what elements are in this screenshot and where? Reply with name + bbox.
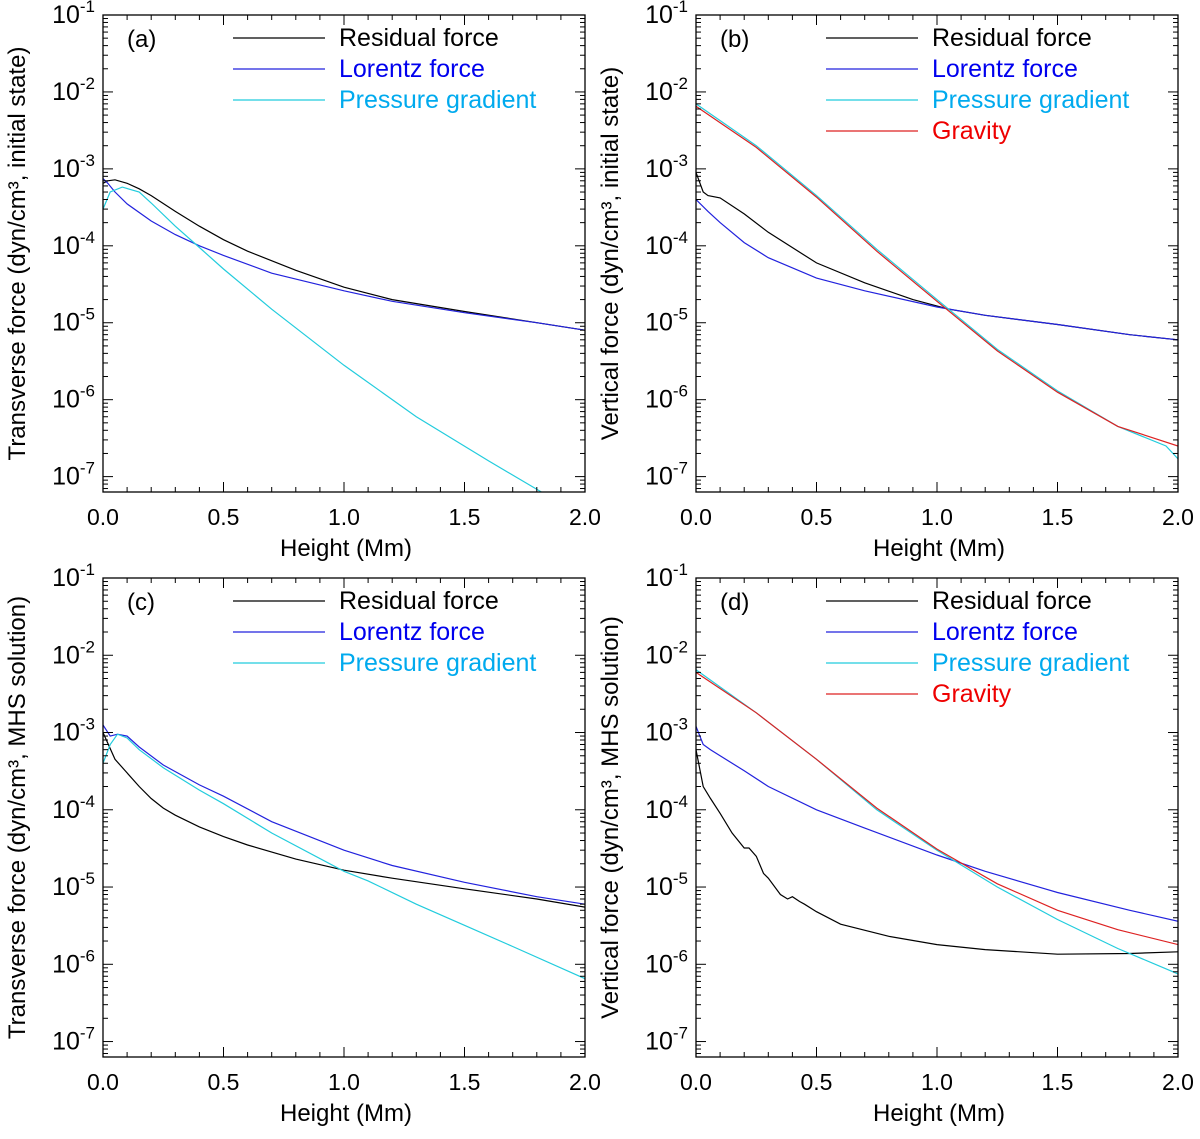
y-tick-label: 10-6 xyxy=(52,382,95,414)
chart-panel-4: 0.0 0.5 1.0 1.5 2.0 10-7 10-6 10-5 10-4 10-3 10-2 1… xyxy=(597,560,1194,1127)
x-tick-label: 1.5 xyxy=(1042,504,1074,530)
legend-label-pressure: Pressure gradient xyxy=(932,86,1129,114)
y-tick-label: 10-1 xyxy=(645,560,688,592)
x-tick-label: 2.0 xyxy=(569,1069,601,1095)
x-tick-label: 1.5 xyxy=(1042,1069,1074,1095)
x-tick-label: 0.0 xyxy=(680,1069,712,1095)
chart-panel-2: 0.0 0.5 1.0 1.5 2.0 10-7 10-6 10-5 10-4 10-3 10-2 1… xyxy=(597,0,1194,562)
chart-panel-1: 0.0 0.5 1.0 1.5 2.0 10-7 10-6 10-5 10-4 10-3 10-2 1… xyxy=(4,0,601,562)
y-tick-label: 10-6 xyxy=(52,946,95,978)
panel-label: (b) xyxy=(720,26,749,53)
y-tick-label: 10-6 xyxy=(645,382,688,414)
y-tick-label: 10-4 xyxy=(52,228,95,260)
legend-label-residual: Residual force xyxy=(932,24,1092,52)
y-tick-label: 10-3 xyxy=(645,715,688,747)
series-line-gravity xyxy=(696,671,1178,946)
series-line-pressure xyxy=(696,669,1178,975)
series-line-lorentz xyxy=(696,199,1178,341)
chart-panel-3: 0.0 0.5 1.0 1.5 2.0 10-7 10-6 10-5 10-4 10-3 10-2 1… xyxy=(4,560,601,1127)
series-line-pressure xyxy=(103,186,542,492)
panel-label: (c) xyxy=(127,589,155,616)
x-tick-label: 2.0 xyxy=(1162,1069,1194,1095)
series-line-residual xyxy=(103,179,585,331)
legend-label-residual: Residual force xyxy=(339,24,499,52)
x-tick-label: 0.0 xyxy=(87,504,119,530)
x-tick-label: 0.0 xyxy=(87,1069,119,1095)
y-tick-label: 10-1 xyxy=(52,0,95,29)
series-line-gravity xyxy=(696,105,1178,447)
x-tick-label: 1.0 xyxy=(328,504,360,530)
y-tick-label: 10-2 xyxy=(52,74,95,106)
y-tick-label: 10-5 xyxy=(52,305,95,337)
series-line-residual xyxy=(696,172,1178,341)
legend-label-residual: Residual force xyxy=(339,587,499,615)
panel-label: (d) xyxy=(720,589,749,616)
y-tick-label: 10-2 xyxy=(645,74,688,106)
y-tick-label: 10-4 xyxy=(52,792,95,824)
y-tick-label: 10-5 xyxy=(52,869,95,901)
y-tick-label: 10-2 xyxy=(52,637,95,669)
x-tick-label: 0.0 xyxy=(680,504,712,530)
panel-label: (a) xyxy=(127,26,156,53)
x-tick-label: 1.0 xyxy=(921,1069,953,1095)
y-axis-label: Transverse force (dyn/cm³, initial state… xyxy=(4,47,31,461)
series-line-residual xyxy=(696,749,1178,955)
legend-label-pressure: Pressure gradient xyxy=(932,649,1129,677)
legend-label-gravity: Gravity xyxy=(932,680,1012,708)
legend-label-lorentz: Lorentz force xyxy=(932,618,1078,646)
x-tick-label: 0.5 xyxy=(801,504,833,530)
y-tick-label: 10-1 xyxy=(52,560,95,592)
x-axis-label: Height (Mm) xyxy=(280,535,412,562)
y-tick-label: 10-6 xyxy=(645,946,688,978)
y-tick-label: 10-3 xyxy=(52,715,95,747)
legend-label-gravity: Gravity xyxy=(932,117,1012,145)
x-tick-label: 0.5 xyxy=(208,1069,240,1095)
x-tick-label: 1.5 xyxy=(449,1069,481,1095)
series-line-pressure xyxy=(103,733,585,980)
legend-label-pressure: Pressure gradient xyxy=(339,649,536,677)
y-tick-label: 10-5 xyxy=(645,305,688,337)
y-tick-label: 10-3 xyxy=(645,151,688,183)
legend-label-residual: Residual force xyxy=(932,587,1092,615)
y-axis-label: Transverse force (dyn/cm³, MHS solution) xyxy=(4,596,31,1039)
x-tick-label: 0.5 xyxy=(208,504,240,530)
y-tick-label: 10-7 xyxy=(52,459,95,491)
legend-label-lorentz: Lorentz force xyxy=(339,55,485,83)
y-tick-label: 10-7 xyxy=(645,1024,688,1056)
x-tick-label: 2.0 xyxy=(569,504,601,530)
y-tick-label: 10-7 xyxy=(645,459,688,491)
x-tick-label: 1.5 xyxy=(449,504,481,530)
y-tick-label: 10-4 xyxy=(645,792,688,824)
series-line-lorentz xyxy=(696,726,1178,922)
x-axis-label: Height (Mm) xyxy=(280,1100,412,1127)
x-tick-label: 1.0 xyxy=(921,504,953,530)
legend-label-lorentz: Lorentz force xyxy=(932,55,1078,83)
y-tick-label: 10-2 xyxy=(645,637,688,669)
x-tick-label: 0.5 xyxy=(801,1069,833,1095)
series-line-lorentz xyxy=(103,178,585,331)
x-tick-label: 2.0 xyxy=(1162,504,1194,530)
legend-label-pressure: Pressure gradient xyxy=(339,86,536,114)
legend-label-lorentz: Lorentz force xyxy=(339,618,485,646)
y-tick-label: 10-4 xyxy=(645,228,688,260)
y-tick-label: 10-7 xyxy=(52,1024,95,1056)
x-tick-label: 1.0 xyxy=(328,1069,360,1095)
series-line-pressure xyxy=(696,103,1178,460)
x-axis-label: Height (Mm) xyxy=(873,535,1005,562)
y-tick-label: 10-3 xyxy=(52,151,95,183)
y-tick-label: 10-1 xyxy=(645,0,688,29)
y-axis-label: Vertical force (dyn/cm³, initial state) xyxy=(597,67,624,440)
y-axis-label: Vertical force (dyn/cm³, MHS solution) xyxy=(597,616,624,1019)
y-tick-label: 10-5 xyxy=(645,869,688,901)
x-axis-label: Height (Mm) xyxy=(873,1100,1005,1127)
series-line-residual xyxy=(103,732,585,908)
